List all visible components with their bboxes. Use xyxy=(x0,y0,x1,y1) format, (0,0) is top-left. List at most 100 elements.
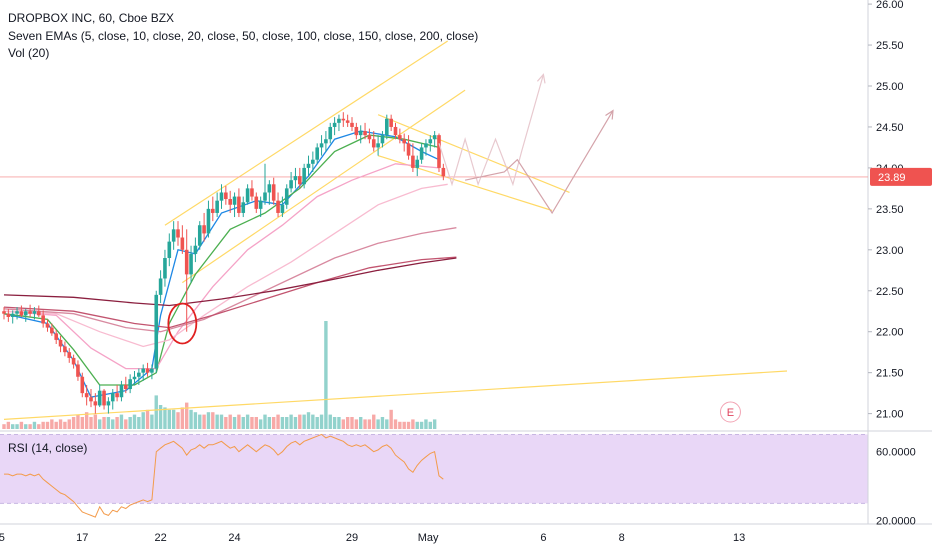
volume-bar xyxy=(37,424,41,429)
candle-body xyxy=(202,225,206,234)
price-axis-label: 22.00 xyxy=(876,327,904,339)
volume-bar xyxy=(311,414,315,429)
candle-body xyxy=(115,393,119,398)
volume-bar xyxy=(2,424,6,429)
date-axis-label: 6 xyxy=(540,532,546,544)
volume-bar xyxy=(328,414,332,429)
date-axis-label: 22 xyxy=(154,532,166,544)
volume-bar xyxy=(102,417,106,429)
candle-body xyxy=(311,159,315,164)
volume-bar xyxy=(354,419,359,429)
volume-bar xyxy=(245,414,250,429)
date-axis-label: May xyxy=(418,532,439,544)
candle-body xyxy=(228,199,232,205)
volume-bar xyxy=(363,419,367,429)
date-axis-label: 24 xyxy=(228,532,240,544)
ema-line xyxy=(3,183,448,348)
candle-body xyxy=(50,327,54,334)
candle-body xyxy=(302,167,306,185)
candle-body xyxy=(393,126,398,136)
projection-upper-arrowhead xyxy=(536,73,546,84)
candle-body xyxy=(63,346,67,353)
candle-body xyxy=(58,339,63,347)
volume-bar xyxy=(189,409,193,429)
volume-legend[interactable]: Vol (20) xyxy=(8,46,50,60)
volume-bar xyxy=(224,417,228,429)
volume-bar xyxy=(98,419,102,429)
volume-bar xyxy=(424,419,428,429)
candle-body xyxy=(345,120,350,123)
candle-body xyxy=(241,202,246,213)
volume-bar xyxy=(306,412,311,429)
candle-body xyxy=(193,245,198,254)
date-axis-label: 13 xyxy=(733,532,745,544)
candle-body xyxy=(6,313,11,317)
price-axis-label: 25.00 xyxy=(876,81,904,93)
candle-body xyxy=(315,147,319,160)
candle-body xyxy=(137,372,141,377)
candle-body xyxy=(150,368,154,373)
candle-body xyxy=(398,135,402,140)
candle-body xyxy=(23,311,28,316)
candle-body xyxy=(254,196,259,209)
volume-bar xyxy=(215,414,219,429)
rsi-line xyxy=(4,433,444,518)
projection-lower-arrowhead xyxy=(605,109,614,120)
projection-lower xyxy=(464,110,614,215)
candle-body xyxy=(232,196,237,205)
volume-bar xyxy=(145,409,150,429)
trendline-upper-channel xyxy=(164,40,449,226)
volume-bar xyxy=(15,424,19,429)
volume-bar xyxy=(241,417,245,429)
price-axis-label: 21.00 xyxy=(876,409,904,421)
volume-bar xyxy=(76,414,80,429)
candle-body xyxy=(389,118,393,127)
candle-body xyxy=(324,139,328,144)
volume-bar xyxy=(411,419,415,429)
candle-body xyxy=(32,311,37,314)
volume-bar xyxy=(267,417,272,429)
volume-bar xyxy=(185,402,189,429)
candle-body xyxy=(158,278,163,295)
candle-body xyxy=(54,333,58,340)
volume-bar xyxy=(337,417,341,429)
candle-body xyxy=(258,200,263,209)
volume-bar xyxy=(289,414,293,429)
ema-legend[interactable]: Seven EMAs (5, close, 10, close, 20, clo… xyxy=(8,29,479,43)
volume-bar xyxy=(202,414,206,429)
volume-bar xyxy=(171,409,176,429)
volume-bar xyxy=(93,414,98,429)
volume-bar xyxy=(315,417,319,429)
ema-line xyxy=(3,163,440,370)
price-axis-label: 23.00 xyxy=(876,245,904,257)
candle-body xyxy=(293,176,298,181)
candle-body xyxy=(93,401,98,406)
volume-bar xyxy=(115,417,119,429)
candle-body xyxy=(337,118,341,123)
volume-bar xyxy=(176,412,180,429)
volume-bar xyxy=(293,417,298,429)
volume-bar xyxy=(219,414,224,429)
rsi-legend[interactable]: RSI (14, close) xyxy=(8,441,88,455)
volume-bar xyxy=(228,414,232,429)
candle-body xyxy=(215,200,219,213)
volume-bar xyxy=(54,421,58,429)
volume-bar xyxy=(389,409,393,429)
projection-upper xyxy=(438,74,544,187)
candle-body xyxy=(411,155,415,168)
candle-body xyxy=(84,393,89,398)
volume-bar xyxy=(419,421,424,429)
date-axis-label: 8 xyxy=(619,532,625,544)
candle-body xyxy=(80,376,85,394)
candle-body xyxy=(424,143,428,148)
candle-body xyxy=(280,204,285,213)
candle-body xyxy=(371,139,376,148)
candle-body xyxy=(237,196,241,213)
volume-bar xyxy=(128,417,132,429)
candle-body xyxy=(106,401,111,406)
ema-line xyxy=(3,257,457,307)
candle-body xyxy=(76,364,80,377)
volume-bar xyxy=(71,417,76,429)
